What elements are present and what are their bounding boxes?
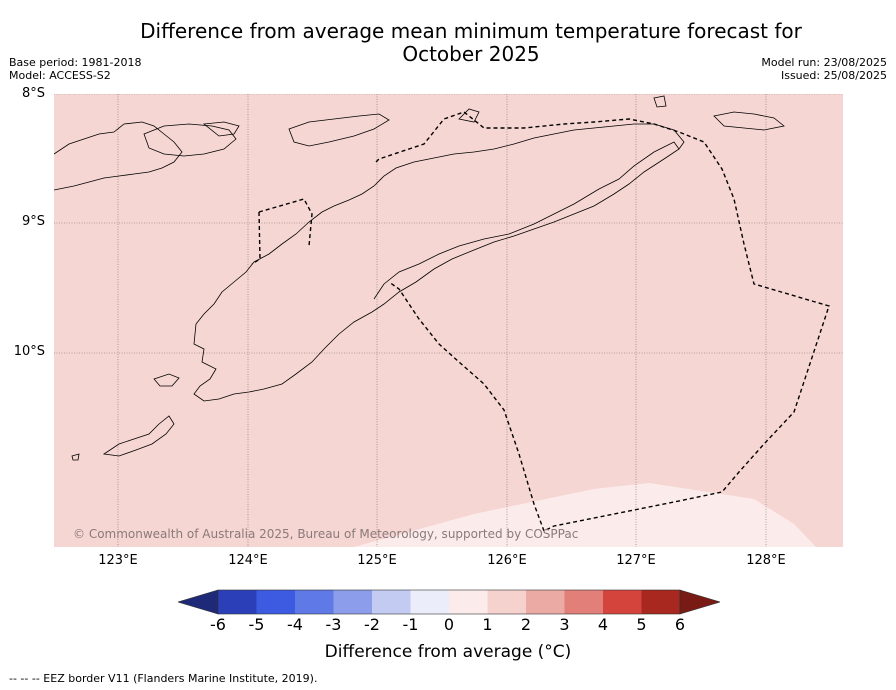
island-wetar <box>288 113 390 147</box>
eez-legend-note: -- -- -- EEZ border V11 (Flanders Marine… <box>9 672 318 685</box>
colorbar-tick-label: -4 <box>287 615 303 634</box>
island-atauro <box>458 108 480 123</box>
title-line-1: Difference from average mean minimum tem… <box>140 19 802 43</box>
colorbar-tick-label: -2 <box>364 615 380 634</box>
colorbar-cell <box>372 590 411 614</box>
map-title: Difference from average mean minimum tem… <box>96 20 846 66</box>
lat-label-9s: 9°S <box>21 214 45 229</box>
colorbar <box>178 589 720 615</box>
colorbar-tick-label: -6 <box>210 615 226 634</box>
colorbar-tick-label: 2 <box>520 615 532 634</box>
colorbar-cell <box>641 590 681 614</box>
eez-border <box>251 111 830 532</box>
colorbar-cell <box>449 590 488 614</box>
colorbar-cell <box>295 590 334 614</box>
island-leti <box>713 111 785 131</box>
colorbar-tick-label: 6 <box>674 615 686 634</box>
colorbar-cell <box>564 590 604 614</box>
map-background-anomaly-1-2 <box>54 94 843 547</box>
meta-right: Model run: 23/08/2025 Issued: 25/08/2025 <box>761 56 887 82</box>
timor-coastline <box>193 123 685 402</box>
model-name: Model: ACCESS-S2 <box>9 69 111 82</box>
colorbar-cell <box>603 590 642 614</box>
lon-label-124e: 124°E <box>228 553 268 568</box>
copyright-notice: © Commonwealth of Australia 2025, Bureau… <box>73 527 579 541</box>
island-small-sw <box>71 453 80 461</box>
lon-label-123e: 123°E <box>98 553 138 568</box>
title-line-2: October 2025 <box>402 42 540 66</box>
colorbar-tick-label: 0 <box>443 615 455 634</box>
island-flores-east <box>54 121 183 191</box>
colorbar-tick-label: -1 <box>402 615 419 634</box>
colorbar-tick-label: 4 <box>597 615 609 634</box>
island-alor <box>143 123 237 157</box>
colorbar-cell <box>410 590 450 614</box>
island-semau <box>153 373 180 387</box>
lat-label-10s: 10°S <box>13 344 45 359</box>
colorbar-tick-label: -5 <box>248 615 265 634</box>
colorbar-tick-label: 3 <box>559 615 570 634</box>
map-panel <box>54 94 843 547</box>
graticule <box>54 94 843 547</box>
lon-label-125e: 125°E <box>357 553 397 568</box>
colorbar-tick-label: 5 <box>636 615 647 634</box>
colorbar-cell <box>526 590 565 614</box>
island-kisar <box>653 95 667 108</box>
island-rote <box>102 415 175 457</box>
colorbar-tick-label: 1 <box>482 615 493 634</box>
colorbar-tick-label: -3 <box>325 615 342 634</box>
colorbar-cell <box>487 590 527 614</box>
lon-label-128e: 128°E <box>746 553 786 568</box>
colorbar-cell <box>333 590 373 614</box>
base-period: Base period: 1981-2018 <box>9 56 142 69</box>
issued-date: Issued: 25/08/2025 <box>780 69 887 82</box>
lon-label-126e: 126°E <box>487 553 527 568</box>
colorbar-cell <box>256 590 296 614</box>
colorbar-extend-high <box>679 589 720 615</box>
lat-label-8s: 8°S <box>21 86 45 101</box>
lon-label-127e: 127°E <box>616 553 656 568</box>
colorbar-extend-low <box>178 589 219 615</box>
colorbar-cell <box>218 590 257 614</box>
island-pantar <box>202 121 240 137</box>
model-run: Model run: 23/08/2025 <box>761 56 887 69</box>
map-anomaly-0-1-region <box>354 483 816 547</box>
colorbar-label: Difference from average (°C) <box>324 642 572 662</box>
meta-left: Base period: 1981-2018 Model: ACCESS-S2 <box>9 56 141 82</box>
